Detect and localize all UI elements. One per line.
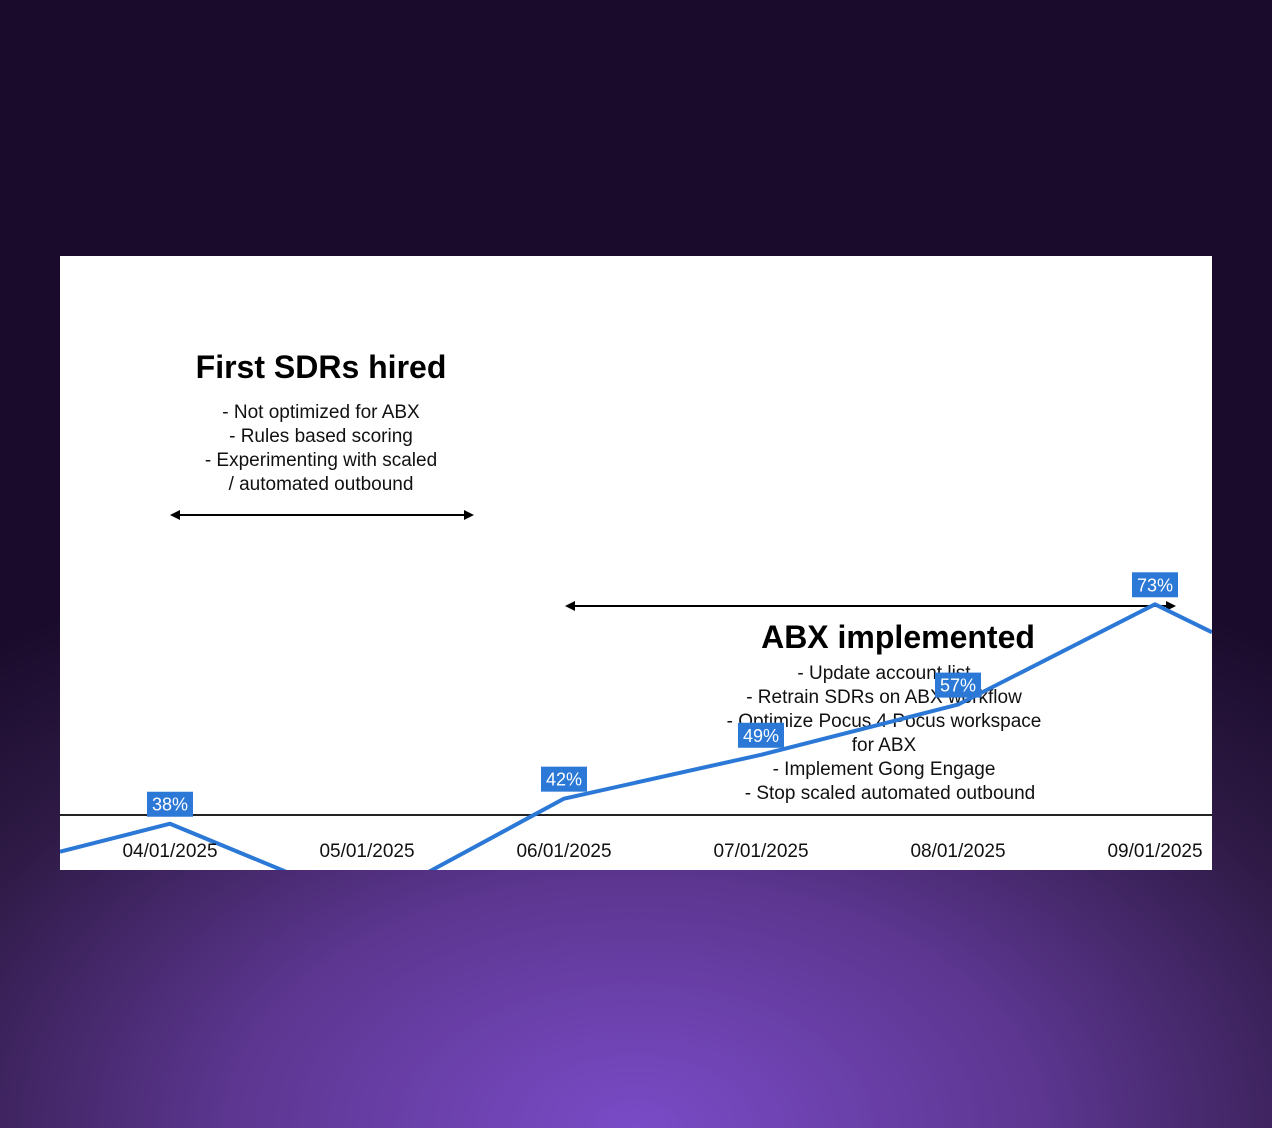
annotation-first-sdrs-line: - Not optimized for ABX [222,402,420,423]
data-labels: 38%25%42%49%57%73% [147,572,1178,817]
data-label-text: 73% [1137,575,1173,595]
data-label-text: 38% [152,795,188,815]
x-tick-label: 04/01/2025 [122,841,217,862]
data-label: 38% [147,791,193,817]
data-label-text: 49% [743,726,779,746]
x-tick-label: 07/01/2025 [713,841,808,862]
data-label-text: 57% [940,676,976,696]
data-label: 42% [541,766,587,792]
annotation-abx-line: - Stop scaled automated outbound [745,783,1035,804]
annotation-abx-line: - Implement Gong Engage [773,759,996,780]
data-label-text: 42% [546,770,582,790]
data-label: 73% [1132,572,1178,598]
data-label-box [1132,572,1178,598]
data-label-box [738,722,784,748]
x-tick-label: 05/01/2025 [319,841,414,862]
annotation-first-sdrs-line: / automated outbound [229,474,414,495]
data-label-box [147,791,193,817]
annotation-abx-line: for ABX [852,735,917,756]
annotation-first-sdrs-title: First SDRs hired [196,349,447,385]
annotation-first-sdrs-line: - Experimenting with scaled [205,450,437,471]
x-axis-ticks: 04/01/2025 05/01/2025 06/01/2025 07/01/2025… [122,841,1202,862]
line-chart: First SDRs hired - Not optimized for ABX… [60,349,1212,870]
x-tick-label: 06/01/2025 [516,841,611,862]
annotation-abx-line: - Update account list [797,663,971,684]
x-tick-label: 09/01/2025 [1107,841,1202,862]
data-label: 57% [935,672,981,698]
data-label-box [541,766,587,792]
annotation-first-sdrs: First SDRs hired - Not optimized for ABX… [170,349,474,520]
annotation-first-sdrs-line: - Rules based scoring [229,426,413,447]
x-tick-label: 08/01/2025 [910,841,1005,862]
series-layer [60,602,1212,870]
data-label-box [935,672,981,698]
chart-slide: First SDRs hired - Not optimized for ABX… [60,256,1212,870]
series-line [60,602,1212,870]
annotation-abx-title: ABX implemented [761,619,1035,655]
annotation-abx-implemented: ABX implemented - Update account list - … [565,601,1176,804]
data-label: 49% [738,722,784,748]
